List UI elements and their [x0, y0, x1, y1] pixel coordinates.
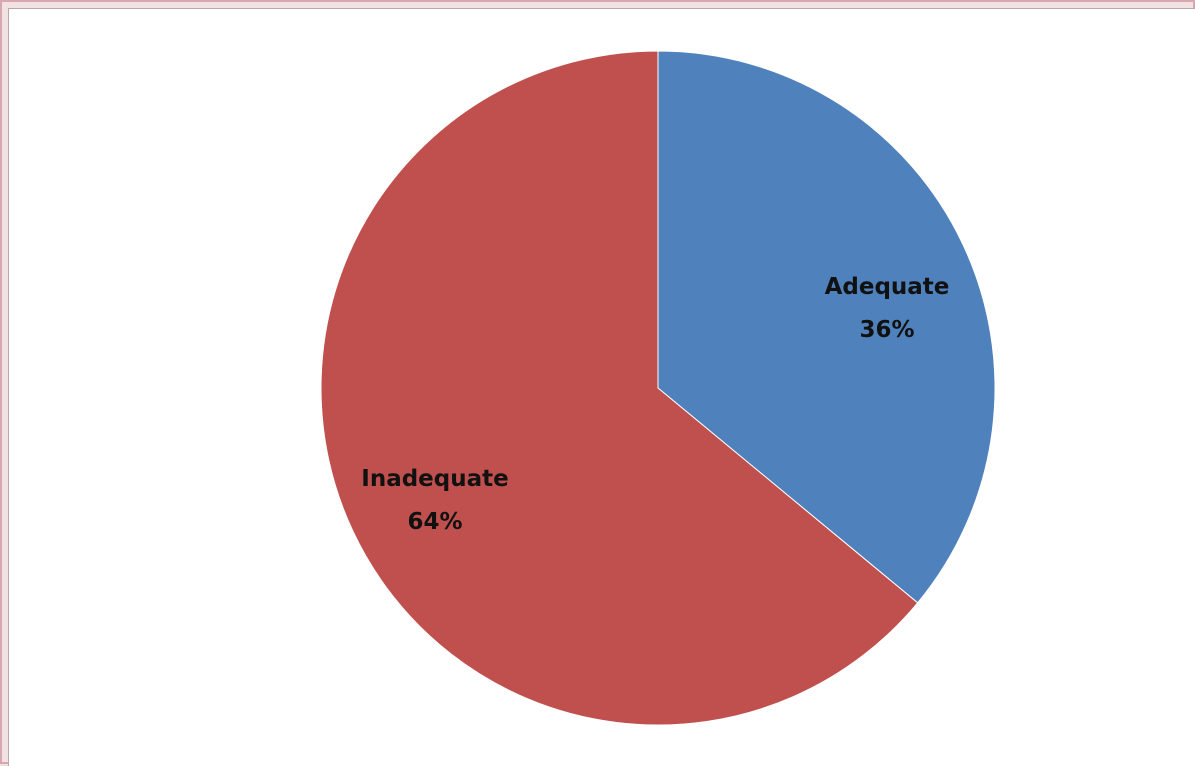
slice-label-adequate-name: Adequate: [825, 274, 950, 300]
slice-adequate: [657, 50, 996, 604]
slice-label-inadequate-value: 64%: [407, 509, 462, 535]
pie-slices: [320, 50, 996, 726]
slice-inadequate: [320, 50, 919, 726]
slice-label-adequate-value: 36%: [859, 317, 914, 343]
slice-label-inadequate-name: Inadequate: [361, 466, 508, 492]
